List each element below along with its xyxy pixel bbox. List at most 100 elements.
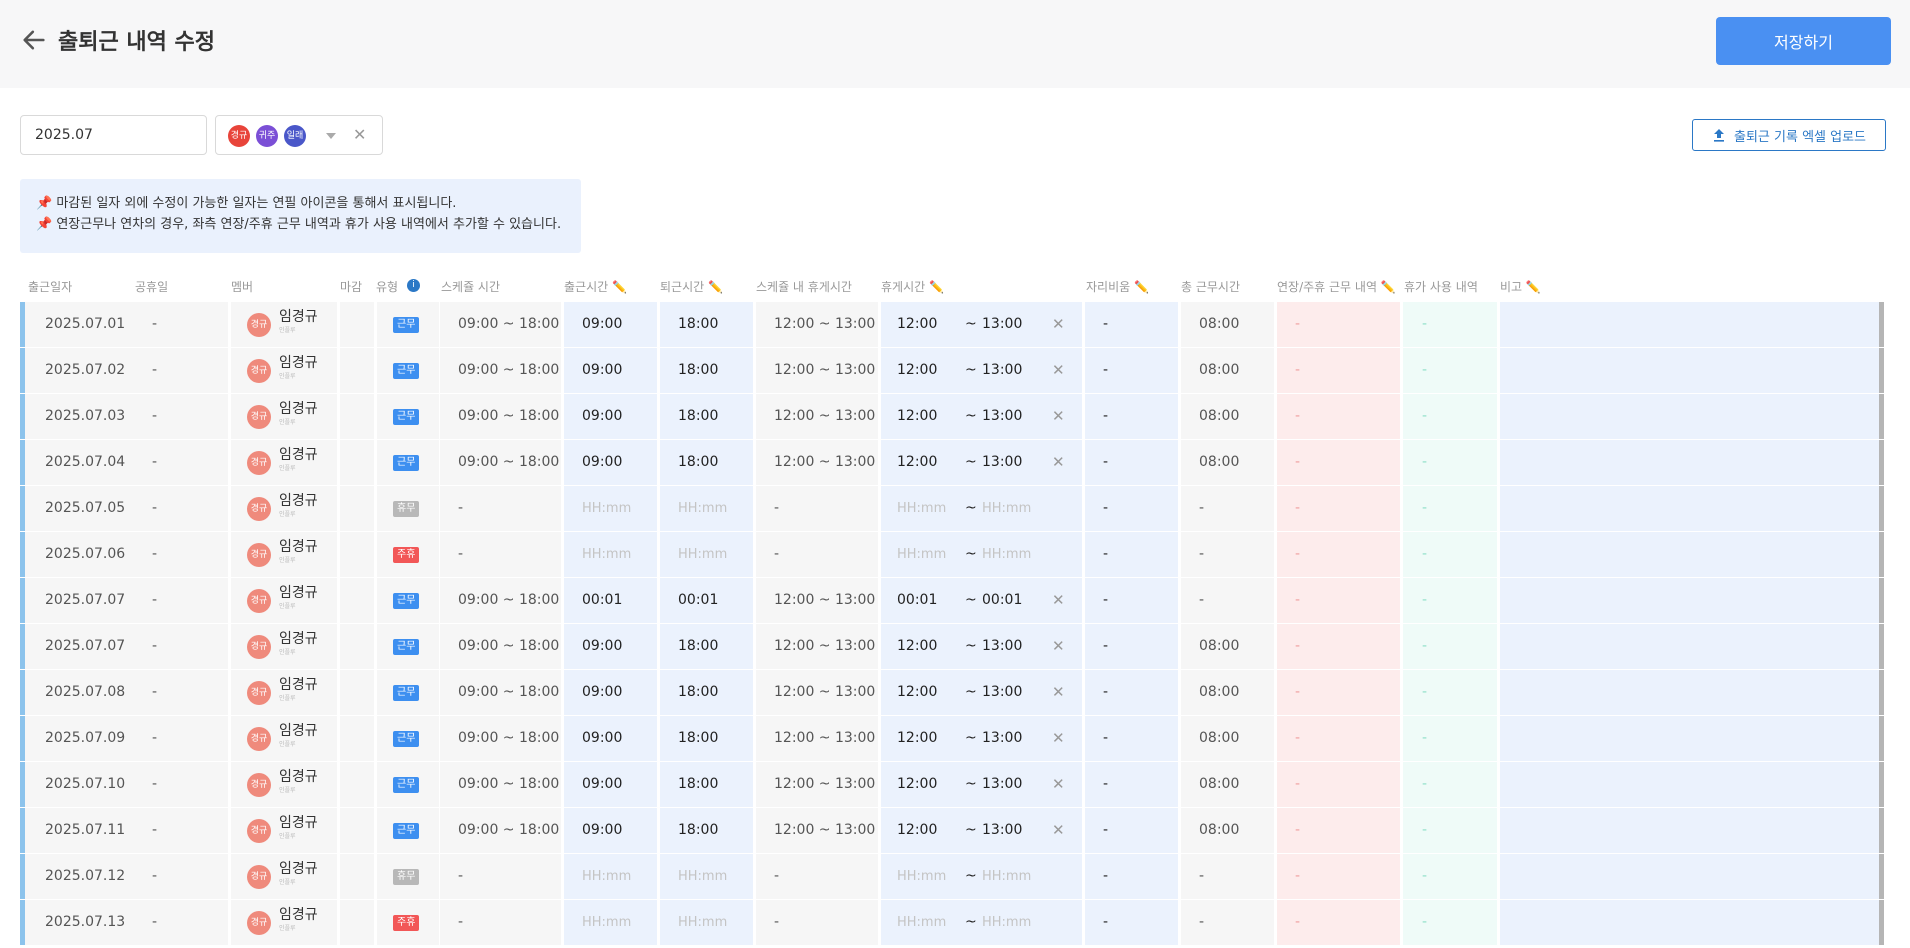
away-cell[interactable] bbox=[1085, 624, 1178, 669]
break-end-input[interactable]: HH:mm bbox=[982, 501, 1032, 516]
overtime-cell[interactable] bbox=[1277, 670, 1400, 715]
away-text[interactable]: - bbox=[1103, 592, 1109, 608]
break-cell[interactable] bbox=[881, 394, 1082, 439]
checkin-cell[interactable] bbox=[564, 716, 657, 761]
checkin-input[interactable]: 09:00 bbox=[582, 316, 623, 332]
break-cell[interactable] bbox=[881, 624, 1082, 669]
checkout-input[interactable]: 18:00 bbox=[678, 316, 719, 332]
checkout-input[interactable]: 18:00 bbox=[678, 822, 719, 838]
checkout-input[interactable]: HH:mm bbox=[678, 547, 728, 562]
checkin-cell[interactable] bbox=[564, 900, 657, 945]
checkin-input[interactable]: 09:00 bbox=[582, 822, 623, 838]
checkout-cell[interactable] bbox=[660, 302, 753, 347]
checkin-input[interactable]: 09:00 bbox=[582, 638, 623, 654]
checkin-input[interactable]: HH:mm bbox=[582, 547, 632, 562]
overtime-cell[interactable] bbox=[1277, 716, 1400, 761]
checkout-cell[interactable] bbox=[660, 486, 753, 531]
clear-icon[interactable]: ✕ bbox=[1052, 407, 1065, 425]
overtime-text[interactable]: - bbox=[1295, 868, 1301, 884]
checkin-cell[interactable] bbox=[564, 670, 657, 715]
note-cell[interactable] bbox=[1500, 670, 1879, 715]
overtime-text[interactable]: - bbox=[1295, 592, 1301, 608]
clear-icon[interactable]: ✕ bbox=[1052, 315, 1065, 333]
break-end-input[interactable]: 13:00 bbox=[982, 408, 1023, 424]
away-cell[interactable] bbox=[1085, 578, 1178, 623]
checkin-input[interactable]: 00:01 bbox=[582, 592, 623, 608]
overtime-cell[interactable] bbox=[1277, 302, 1400, 347]
checkin-cell[interactable] bbox=[564, 532, 657, 577]
clear-icon[interactable]: ✕ bbox=[1052, 729, 1065, 747]
break-end-input[interactable]: HH:mm bbox=[982, 915, 1032, 930]
note-cell[interactable] bbox=[1500, 302, 1879, 347]
break-end-input[interactable]: 13:00 bbox=[982, 638, 1023, 654]
away-cell[interactable] bbox=[1085, 532, 1178, 577]
away-cell[interactable] bbox=[1085, 302, 1178, 347]
break-start-input[interactable]: HH:mm bbox=[897, 869, 947, 884]
back-arrow-icon[interactable] bbox=[20, 26, 48, 54]
overtime-cell[interactable] bbox=[1277, 394, 1400, 439]
break-end-input[interactable]: 13:00 bbox=[982, 730, 1023, 746]
break-cell[interactable] bbox=[881, 716, 1082, 761]
checkout-cell[interactable] bbox=[660, 854, 753, 899]
checkout-cell[interactable] bbox=[660, 394, 753, 439]
note-cell[interactable] bbox=[1500, 900, 1879, 945]
overtime-text[interactable]: - bbox=[1295, 914, 1301, 930]
month-picker-input[interactable] bbox=[20, 115, 207, 155]
away-text[interactable]: - bbox=[1103, 638, 1109, 654]
clear-icon[interactable]: ✕ bbox=[1052, 361, 1065, 379]
break-end-input[interactable]: 13:00 bbox=[982, 776, 1023, 792]
overtime-cell[interactable] bbox=[1277, 532, 1400, 577]
clear-icon[interactable]: ✕ bbox=[1052, 637, 1065, 655]
checkout-cell[interactable] bbox=[660, 440, 753, 485]
away-cell[interactable] bbox=[1085, 716, 1178, 761]
checkout-input[interactable]: 18:00 bbox=[678, 684, 719, 700]
checkout-cell[interactable] bbox=[660, 808, 753, 853]
break-start-input[interactable]: 12:00 bbox=[897, 684, 938, 700]
member-select[interactable]: 경규 귀주 일래 ✕ bbox=[215, 115, 383, 155]
note-cell[interactable] bbox=[1500, 762, 1879, 807]
overtime-text[interactable]: - bbox=[1295, 730, 1301, 746]
away-cell[interactable] bbox=[1085, 808, 1178, 853]
break-end-input[interactable]: 00:01 bbox=[982, 592, 1023, 608]
away-cell[interactable] bbox=[1085, 900, 1178, 945]
overtime-cell[interactable] bbox=[1277, 854, 1400, 899]
overtime-text[interactable]: - bbox=[1295, 362, 1301, 378]
checkout-cell[interactable] bbox=[660, 900, 753, 945]
excel-upload-button[interactable]: 출퇴근 기록 엑셀 업로드 bbox=[1692, 119, 1886, 151]
checkout-cell[interactable] bbox=[660, 578, 753, 623]
break-cell[interactable] bbox=[881, 762, 1082, 807]
away-text[interactable]: - bbox=[1103, 730, 1109, 746]
clear-icon[interactable]: ✕ bbox=[1052, 683, 1065, 701]
overtime-text[interactable]: - bbox=[1295, 316, 1301, 332]
note-cell[interactable] bbox=[1500, 854, 1879, 899]
checkout-input[interactable]: HH:mm bbox=[678, 915, 728, 930]
checkout-input[interactable]: 18:00 bbox=[678, 638, 719, 654]
note-cell[interactable] bbox=[1500, 532, 1879, 577]
overtime-text[interactable]: - bbox=[1295, 684, 1301, 700]
overtime-cell[interactable] bbox=[1277, 348, 1400, 393]
overtime-cell[interactable] bbox=[1277, 900, 1400, 945]
away-cell[interactable] bbox=[1085, 394, 1178, 439]
checkin-cell[interactable] bbox=[564, 854, 657, 899]
checkout-cell[interactable] bbox=[660, 348, 753, 393]
clear-icon[interactable]: ✕ bbox=[1052, 591, 1065, 609]
checkout-cell[interactable] bbox=[660, 762, 753, 807]
checkin-cell[interactable] bbox=[564, 486, 657, 531]
away-text[interactable]: - bbox=[1103, 362, 1109, 378]
note-cell[interactable] bbox=[1500, 808, 1879, 853]
note-cell[interactable] bbox=[1500, 394, 1879, 439]
break-cell[interactable] bbox=[881, 348, 1082, 393]
away-text[interactable]: - bbox=[1103, 500, 1109, 516]
overtime-cell[interactable] bbox=[1277, 440, 1400, 485]
break-cell[interactable] bbox=[881, 440, 1082, 485]
info-icon[interactable]: i bbox=[407, 279, 420, 292]
checkin-cell[interactable] bbox=[564, 624, 657, 669]
break-end-input[interactable]: 13:00 bbox=[982, 362, 1023, 378]
overtime-cell[interactable] bbox=[1277, 578, 1400, 623]
checkin-input[interactable]: 09:00 bbox=[582, 684, 623, 700]
overtime-cell[interactable] bbox=[1277, 486, 1400, 531]
overtime-cell[interactable] bbox=[1277, 624, 1400, 669]
break-cell[interactable] bbox=[881, 302, 1082, 347]
away-text[interactable]: - bbox=[1103, 408, 1109, 424]
checkin-cell[interactable] bbox=[564, 578, 657, 623]
